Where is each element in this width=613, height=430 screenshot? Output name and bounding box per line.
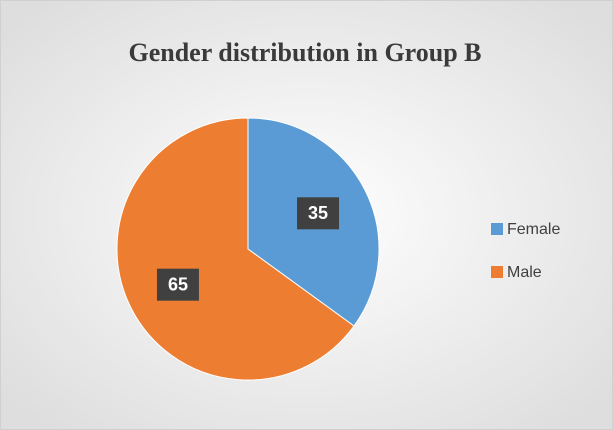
data-label-box [156, 268, 199, 301]
legend-label: Male [507, 264, 542, 281]
data-label: 65 [168, 274, 188, 294]
legend-label: Female [507, 221, 560, 238]
legend-swatch [491, 223, 503, 235]
legend-swatch [491, 266, 503, 278]
chart-title: Gender distribution in Group B [128, 38, 481, 67]
pie-slice [116, 117, 355, 381]
data-label: 35 [308, 203, 328, 223]
data-label-box [297, 197, 340, 230]
